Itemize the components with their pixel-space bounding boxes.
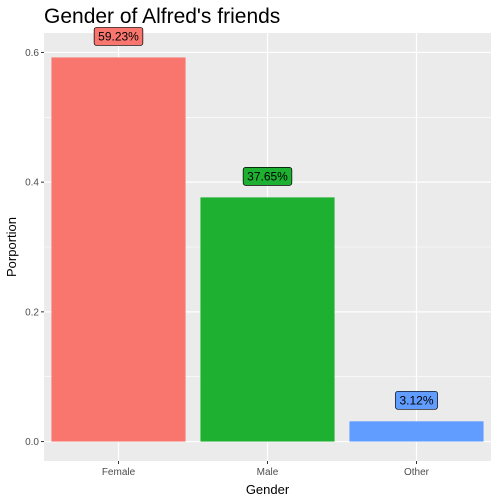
data-labels: 59.23% 37.65% 3.12% [93, 27, 438, 410]
data-label-text: 59.23% [98, 30, 139, 44]
y-tick-label: 0.6 [25, 48, 39, 59]
x-tick-label: Other [404, 467, 430, 478]
data-label-box [93, 27, 144, 46]
bars [51, 57, 484, 442]
x-tick-label: Male [257, 467, 279, 478]
x-axis-title: Gender [246, 482, 290, 497]
x-tick-label: Female [102, 467, 136, 478]
x-axis-ticks: Female Male Other [102, 461, 430, 478]
y-axis-ticks: 0.0 0.2 0.4 0.6 [25, 48, 44, 448]
data-label-text: 37.65% [247, 170, 288, 184]
data-label-text: 3.12% [399, 394, 433, 408]
data-label-box [242, 167, 293, 186]
y-tick-label: 0.2 [25, 307, 39, 318]
y-axis-title: Porportion [4, 217, 19, 277]
bar-male [200, 197, 335, 442]
bar-female [51, 57, 186, 442]
chart-title: Gender of Alfred's friends [44, 5, 280, 28]
data-label: 37.65% [242, 167, 293, 186]
data-label: 3.12% [395, 390, 438, 410]
y-tick-label: 0.4 [25, 178, 39, 189]
y-tick-label: 0.0 [25, 437, 39, 448]
data-label: 59.23% [93, 27, 144, 46]
bar-other [349, 421, 484, 442]
data-label-box [395, 390, 438, 410]
